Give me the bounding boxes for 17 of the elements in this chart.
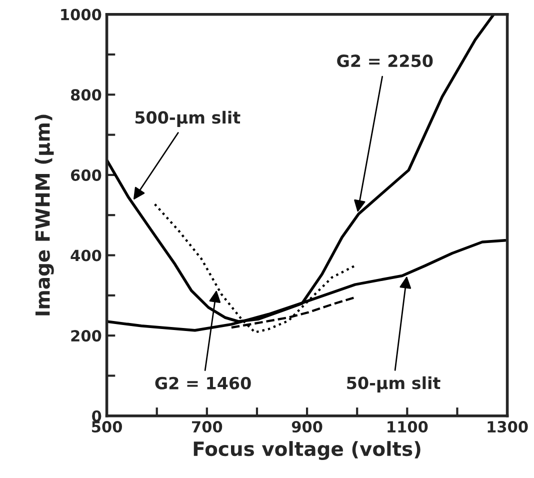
x-tick-label: 1100 bbox=[388, 420, 428, 433]
y-tick-label: 1000 bbox=[61, 8, 102, 20]
x-tick-label: 1300 bbox=[488, 420, 528, 433]
y-tick-label: 200 bbox=[71, 330, 102, 342]
x-tick-label: 500 bbox=[92, 420, 122, 433]
y-tick-label: 400 bbox=[70, 250, 102, 262]
y-axis-title: Image FWHM (μm) bbox=[34, 114, 54, 316]
x-tick-label: 700 bbox=[192, 420, 222, 433]
annotation: 50-μm slit bbox=[347, 376, 440, 393]
annotation: 500-μm slit bbox=[135, 110, 240, 127]
y-tick-label: 600 bbox=[70, 169, 102, 181]
y-tick-label: 0 bbox=[92, 410, 102, 422]
x-tick-label: 900 bbox=[292, 420, 322, 433]
x-axis-title: Focus voltage (volts) bbox=[194, 441, 420, 460]
annotation: G2 = 1460 bbox=[155, 376, 251, 390]
y-tick-label: 800 bbox=[70, 89, 102, 101]
annotation: G2 = 2250 bbox=[337, 54, 433, 68]
